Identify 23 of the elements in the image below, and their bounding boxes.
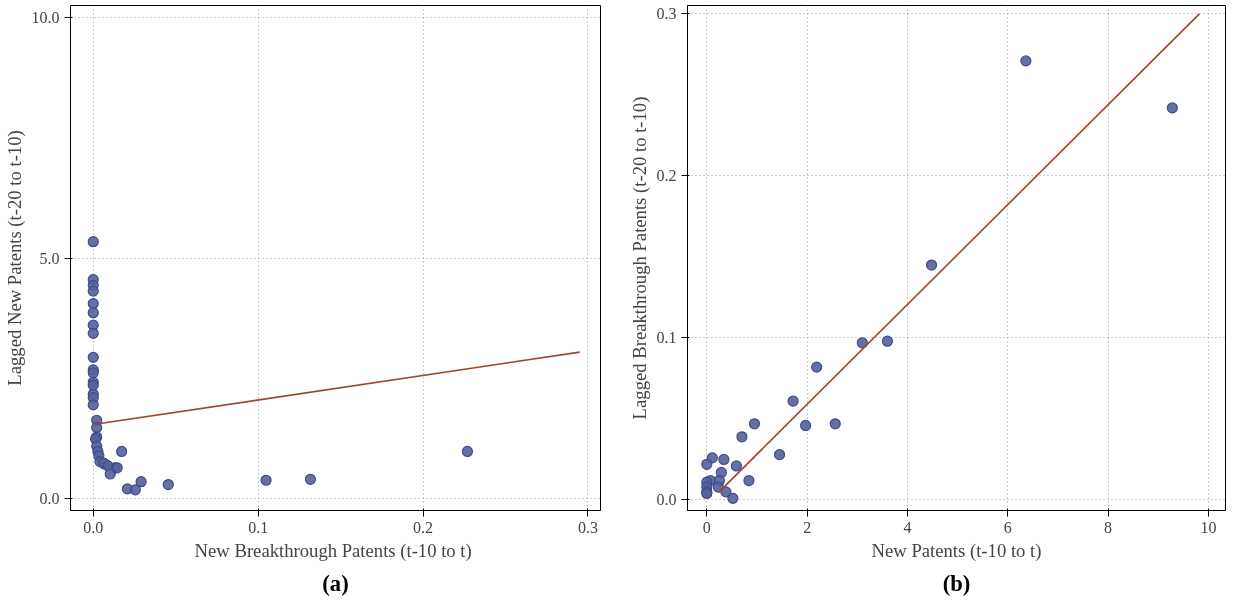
x-tick-label: 0.3 <box>577 518 598 536</box>
x-tick-label: 4 <box>903 518 912 536</box>
x-tick-label: 0.0 <box>83 518 104 536</box>
x-tick-label: 8 <box>1104 518 1113 536</box>
x-tick-label: 0.2 <box>413 518 434 536</box>
y-axis-title: Lagged New Patents (t-20 to t-10) <box>3 130 26 386</box>
x-tick-label: 0 <box>702 518 711 536</box>
x-tick-label: 0.1 <box>248 518 269 536</box>
x-axis-title: New Breakthrough Patents (t-10 to t) <box>194 539 472 562</box>
x-tick-label: 2 <box>803 518 812 536</box>
y-tick-label: 5.0 <box>39 249 60 267</box>
y-tick-label: 0.0 <box>656 491 677 509</box>
x-tick-label: 6 <box>1003 518 1012 536</box>
y-tick-label: 0.1 <box>656 329 677 347</box>
y-axis-title: Lagged Breakthrough Patents (t-20 to t-10) <box>628 96 651 420</box>
y-tick-label: 0.0 <box>39 489 60 507</box>
y-tick-label: 0.3 <box>656 5 677 23</box>
x-tick-label: 10 <box>1200 518 1217 536</box>
y-tick-label: 10.0 <box>31 9 60 27</box>
x-axis-title: New Patents (t-10 to t) <box>871 539 1042 562</box>
y-tick-label: 0.2 <box>656 167 677 185</box>
text: (b) <box>942 570 971 596</box>
text: (a) <box>322 570 349 596</box>
